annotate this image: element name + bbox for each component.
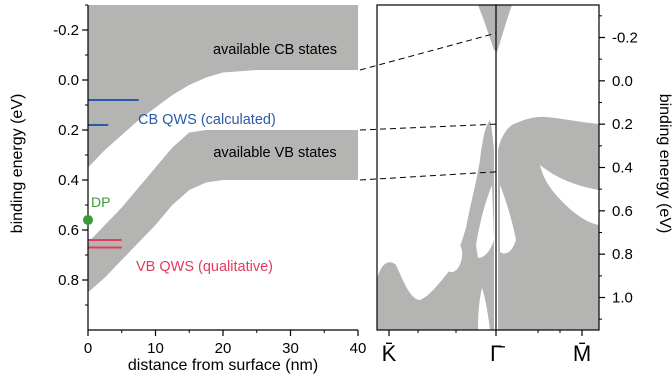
right-y-tick-label: 0.4	[612, 160, 633, 177]
dirac-point-label: DP	[91, 194, 110, 210]
left-y-tick-label: 0.8	[58, 272, 79, 289]
band-edge-connector	[359, 171, 497, 181]
left-y-tick-label: 0.6	[58, 222, 79, 239]
valence-band-right-region	[498, 116, 599, 330]
vb-states-region	[88, 130, 358, 293]
right-y-tick-label: 0.8	[612, 246, 633, 263]
cb-states-region	[88, 5, 358, 168]
left-panel: DP available CB states available VB states…	[9, 4, 367, 374]
right-panel: -0.2 0.0 0.2 0.4 0.6 0.8 1.0 K̄ Γ̄ M̄ binding ener…	[376, 4, 672, 366]
left-x-axis-label: distance from surface (nm)	[128, 357, 318, 374]
dirac-point-marker	[83, 215, 93, 225]
valence-gap-pocket	[540, 165, 599, 225]
right-y-axis-label: binding energy (eV)	[656, 94, 672, 234]
right-y-tick-label: 0.0	[612, 73, 633, 90]
left-x-tick-label: 30	[282, 340, 299, 357]
right-x-tick-label: M̄	[573, 341, 591, 366]
cb-states-label: available CB states	[213, 42, 337, 58]
valence-gap-pocket	[448, 245, 463, 273]
left-plot-area	[88, 5, 358, 293]
vb-states-label: available VB states	[213, 145, 336, 161]
right-y-tick-label: 0.6	[612, 203, 633, 220]
left-x-tick-label: 20	[215, 340, 232, 357]
left-y-tick-label: 0.4	[58, 172, 79, 189]
left-y-tick-label: 0.2	[58, 122, 79, 139]
valence-gap-pocket	[476, 185, 494, 258]
vb-qws-label: VB QWS (qualitative)	[136, 259, 273, 275]
left-y-tick-label: 0.0	[58, 72, 79, 89]
left-x-tick-label: 0	[84, 340, 92, 357]
left-x-tick-label: 40	[350, 340, 367, 357]
left-x-tick-label: 10	[147, 340, 164, 357]
band-edge-connector	[359, 32, 497, 71]
valence-gap-pocket	[478, 288, 490, 330]
cb-qws-label: CB QWS (calculated)	[138, 112, 276, 128]
band-edge-connector	[359, 123, 497, 131]
left-y-axis-label: binding energy (eV)	[9, 94, 26, 234]
right-x-tick-label: K̄	[382, 341, 397, 366]
right-y-tick-label: -0.2	[612, 30, 638, 47]
right-plot-area	[377, 5, 599, 330]
valence-band-left-region	[377, 120, 494, 330]
right-x-tick-label: Γ̄	[490, 341, 505, 366]
right-y-tick-label: 1.0	[612, 290, 633, 307]
right-y-tick-label: 0.2	[612, 116, 633, 133]
left-y-tick-label: -0.2	[53, 22, 79, 39]
conduction-band-region	[478, 5, 512, 52]
band-edge-connectors	[359, 32, 497, 181]
valence-gap-pocket	[500, 185, 516, 254]
